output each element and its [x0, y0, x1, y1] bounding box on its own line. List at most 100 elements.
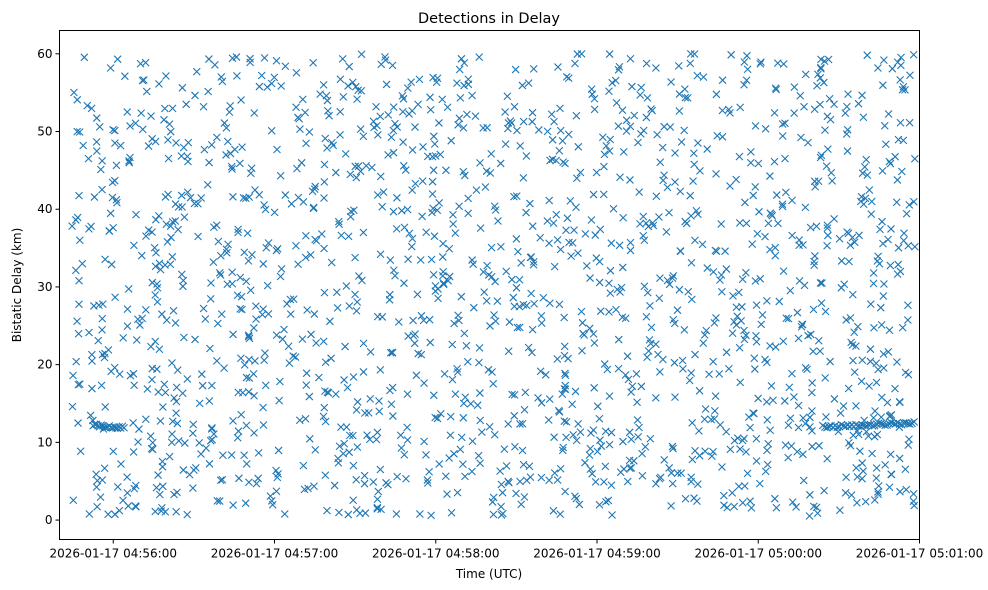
detection-point	[337, 423, 345, 432]
detection-point	[352, 306, 361, 315]
detection-point	[426, 105, 435, 114]
detection-point	[101, 255, 109, 264]
detection-point	[509, 293, 518, 302]
detection-point	[742, 447, 750, 456]
detection-point	[237, 305, 246, 314]
detection-point	[171, 200, 180, 208]
detection-point	[397, 444, 406, 452]
detection-point	[784, 421, 793, 430]
detection-point	[736, 103, 745, 112]
detection-point	[763, 415, 772, 424]
detection-point	[482, 296, 491, 305]
detection-point	[628, 382, 637, 391]
detection-point	[771, 343, 780, 351]
detection-point	[881, 460, 890, 469]
detection-point	[909, 50, 918, 59]
detection-point	[192, 67, 201, 76]
detection-point	[781, 188, 790, 197]
detection-point	[899, 236, 908, 245]
detection-point	[763, 446, 771, 455]
detection-point	[320, 160, 329, 169]
detection-point	[734, 288, 743, 297]
detection-point	[259, 403, 267, 412]
detection-point	[327, 258, 336, 267]
detection-point	[640, 282, 649, 291]
detection-point	[132, 210, 140, 219]
detection-point	[749, 191, 758, 200]
detection-point	[734, 482, 743, 491]
detection-point	[386, 256, 395, 265]
detection-point	[823, 454, 832, 463]
detection-point	[295, 416, 304, 425]
detection-point	[466, 399, 475, 408]
detection-point	[151, 291, 160, 299]
detection-point	[351, 290, 359, 299]
detection-point	[412, 371, 421, 380]
detection-point	[852, 402, 860, 410]
detection-point	[195, 399, 204, 408]
detection-point	[339, 449, 348, 458]
detection-point	[549, 219, 558, 228]
detection-point	[459, 167, 468, 176]
detection-point	[447, 136, 456, 145]
detection-point	[571, 492, 579, 501]
detection-point	[872, 378, 881, 387]
detection-point	[112, 161, 121, 170]
detection-point	[839, 402, 848, 410]
detection-point	[632, 369, 641, 378]
detection-point	[896, 61, 905, 70]
detection-point	[497, 480, 506, 489]
detection-point	[615, 241, 624, 250]
detection-point	[455, 202, 464, 211]
detection-point	[142, 87, 151, 96]
detection-point	[646, 434, 655, 443]
detection-point	[561, 487, 570, 496]
detection-point	[628, 82, 636, 91]
detection-point	[299, 461, 308, 470]
detection-point	[98, 476, 107, 484]
detection-point	[464, 80, 473, 89]
detection-point	[807, 388, 816, 397]
detection-point	[729, 291, 737, 300]
detection-point	[107, 367, 115, 376]
detection-point	[754, 159, 763, 168]
detection-point	[710, 406, 719, 415]
detection-point	[427, 255, 436, 264]
detection-point	[693, 71, 702, 80]
detection-point	[562, 226, 570, 235]
detection-point	[237, 354, 245, 363]
detection-point	[766, 245, 774, 254]
detection-point	[346, 212, 355, 221]
detection-point	[124, 502, 133, 510]
detection-point	[623, 352, 632, 361]
detection-point	[197, 370, 206, 379]
detection-point	[267, 126, 276, 135]
detection-point	[245, 355, 253, 364]
detection-point	[626, 464, 634, 473]
detection-point	[475, 358, 483, 367]
detection-point	[848, 233, 857, 242]
detection-point	[707, 452, 716, 461]
detection-point	[702, 326, 711, 335]
detection-point	[738, 275, 747, 284]
detection-point	[835, 506, 844, 515]
detection-point	[510, 391, 519, 399]
detection-point	[344, 232, 353, 241]
detection-point	[393, 472, 402, 481]
detection-point	[849, 356, 857, 365]
detection-point	[772, 191, 781, 199]
detection-point	[572, 174, 581, 183]
detection-point	[797, 133, 805, 142]
detection-point	[814, 70, 822, 79]
detection-point	[158, 503, 166, 512]
detection-point	[682, 219, 691, 228]
detection-point	[130, 241, 138, 250]
detection-point	[429, 166, 438, 175]
detection-point	[75, 236, 84, 245]
detection-point	[510, 411, 519, 420]
detection-point	[468, 467, 476, 476]
detection-point	[353, 443, 362, 451]
detection-point	[543, 127, 552, 136]
detection-point	[479, 268, 488, 276]
detection-point	[730, 436, 739, 445]
